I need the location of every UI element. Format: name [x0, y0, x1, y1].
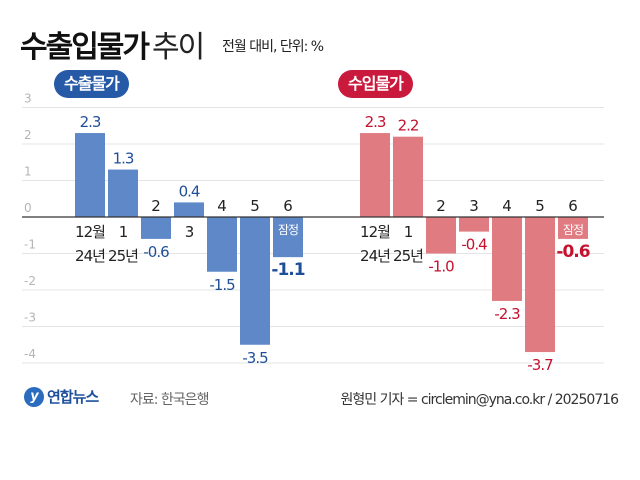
title-suffix: 추이: [152, 30, 205, 65]
bar: [393, 136, 423, 217]
y-tick-label: 2: [24, 128, 32, 142]
import-price-pill: 수입물가: [338, 70, 413, 98]
value-label: 0.4: [179, 182, 200, 200]
bar: [525, 217, 555, 353]
value-label: -0.6: [143, 243, 169, 261]
bar: [75, 133, 105, 217]
bar: [492, 217, 522, 301]
value-label: -3.5: [242, 349, 268, 367]
category-label: 3: [185, 223, 194, 241]
bar: [273, 217, 303, 258]
value-label: 1.3: [113, 150, 134, 168]
bar: [360, 133, 390, 217]
category-label: 6: [568, 197, 578, 215]
y-tick-label: -1: [24, 238, 36, 252]
value-label: -1.1: [271, 260, 304, 280]
credit: 원형민 기자 = circlemin@yna.co.kr / 20250716: [340, 392, 619, 408]
year-label: 24년: [75, 247, 105, 265]
category-label: 5: [250, 197, 260, 215]
y-tick-label: -4: [24, 347, 36, 361]
bar: [108, 169, 138, 217]
year-label: 25년: [108, 247, 138, 265]
bar: [174, 202, 204, 217]
category-label: 1: [119, 223, 128, 241]
yonhap-logo: y 연합뉴스: [24, 386, 99, 407]
provisional-label: 잠정: [563, 223, 583, 237]
value-label: -1.5: [209, 276, 235, 294]
category-label: 2: [151, 197, 161, 215]
bar: [240, 217, 270, 345]
category-label: 1: [404, 223, 413, 241]
category-label: 3: [469, 197, 479, 215]
logo-icon: y: [24, 386, 44, 407]
y-tick-label: -3: [24, 311, 36, 325]
category-label: 12월: [75, 223, 105, 241]
bar: [459, 217, 489, 232]
title: 수출입물가: [20, 30, 150, 65]
value-label: -1.0: [428, 258, 454, 276]
provisional-label: 잠정: [278, 223, 298, 237]
y-tick-label: 1: [24, 165, 32, 179]
bar: [558, 217, 588, 239]
y-tick-label: 0: [24, 201, 32, 215]
y-tick-label: 3: [24, 92, 32, 106]
bar: [426, 217, 456, 254]
year-label: 25년: [393, 247, 423, 265]
value-label: 2.2: [398, 117, 419, 135]
bar: [207, 217, 237, 272]
category-label: 6: [283, 197, 293, 215]
value-label: -0.4: [461, 236, 487, 254]
category-label: 4: [502, 197, 512, 215]
subtitle: 전월 대비, 단위: %: [222, 39, 324, 55]
category-label: 5: [535, 197, 545, 215]
category-label: 4: [217, 197, 227, 215]
y-tick-label: -2: [24, 274, 36, 288]
value-label: 2.3: [80, 113, 101, 131]
value-label: -2.3: [494, 305, 520, 323]
logo-text: 연합뉴스: [47, 388, 99, 406]
category-label: 2: [436, 197, 446, 215]
export-price-pill: 수출물가: [54, 70, 129, 98]
bar: [141, 217, 171, 239]
value-label: 2.3: [365, 113, 386, 131]
value-label: -0.6: [556, 242, 589, 262]
source: 자료: 한국은행: [130, 392, 209, 408]
category-label: 12월: [360, 223, 390, 241]
value-label: -3.7: [527, 356, 553, 374]
year-label: 24년: [360, 247, 390, 265]
